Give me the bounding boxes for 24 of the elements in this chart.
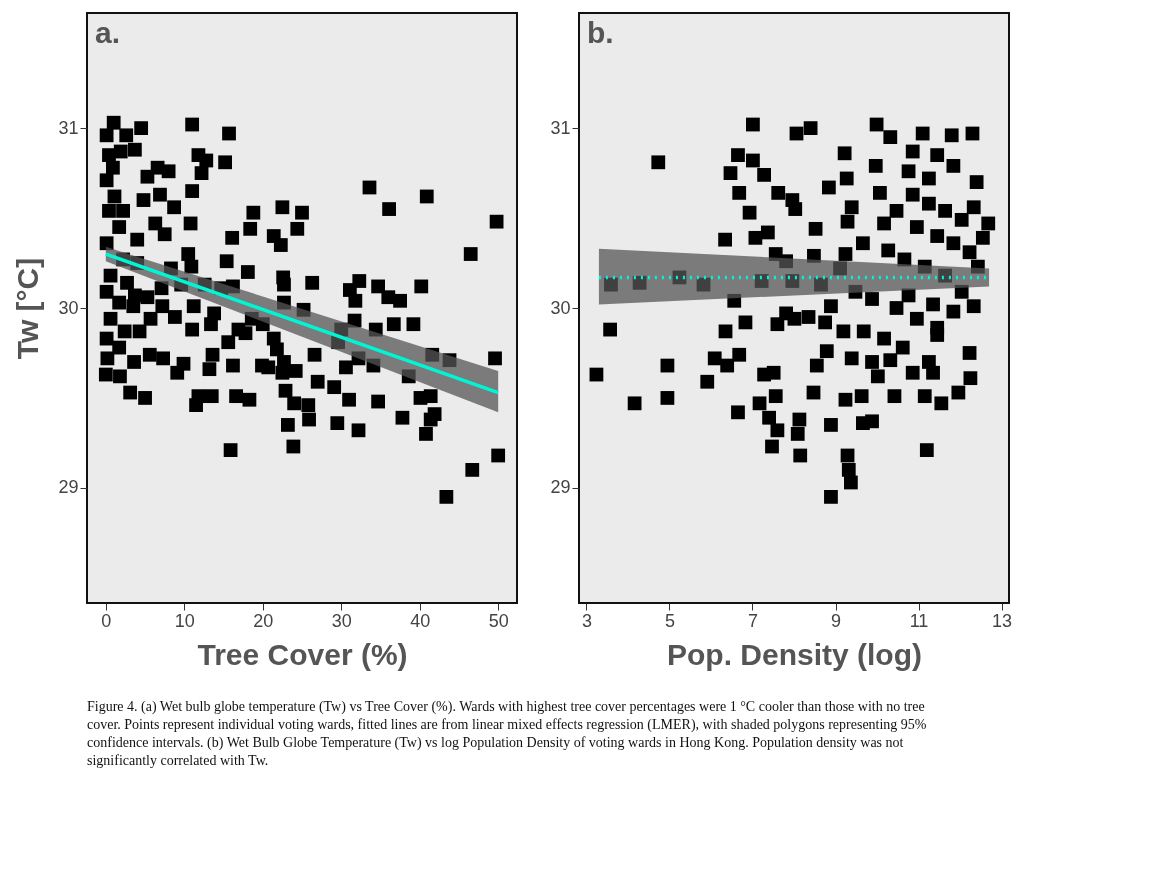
x-tick-label: 13 xyxy=(992,610,1013,631)
x-tick-label: 7 xyxy=(747,610,758,631)
annotation: b. xyxy=(587,16,614,49)
x-tick-label: 50 xyxy=(488,610,509,631)
x-tick-label: 10 xyxy=(174,610,195,631)
y-tick-label: 29 xyxy=(550,477,571,498)
x-tick-label: 11 xyxy=(909,610,929,631)
x-tick-label: 3 xyxy=(581,610,592,631)
x-axis-title: Tree Cover (%) xyxy=(197,637,408,671)
x-axis-title: Pop. Density (log) xyxy=(667,637,922,671)
y-tick-label: 29 xyxy=(58,477,79,498)
y-tick-label: 31 xyxy=(550,117,571,138)
x-tick-label: 9 xyxy=(831,610,842,631)
x-tick-label: 20 xyxy=(253,610,274,631)
x-tick-label: 30 xyxy=(331,610,352,631)
x-tick-label: 5 xyxy=(664,610,675,631)
x-tick-label: 40 xyxy=(410,610,431,631)
y-axis-title: Tw [°C] xyxy=(11,257,45,360)
annotation: a. xyxy=(95,16,121,49)
caption: Figure 4. (a) Wet bulb globe temperature (Tw) vs Tree Cover (%). Wards with highest tree cover percentages were 1 °C cooler than those with no tree cover. Points represent individual voting wards, fitted lines are from linear mixed effects regression (LMER), with shaded polygons representing 95% confidence intervals. (b) Wet Bulb Globe Temperature (Tw) vs log Population Density of voting wards in Hong Kong. Population density was not significantly correlated with Tw. xyxy=(87,699,927,768)
y-tick-label: 30 xyxy=(550,297,571,318)
y-tick-label: 31 xyxy=(58,117,79,138)
x-tick-label: 0 xyxy=(101,610,112,631)
y-tick-label: 30 xyxy=(58,297,79,318)
